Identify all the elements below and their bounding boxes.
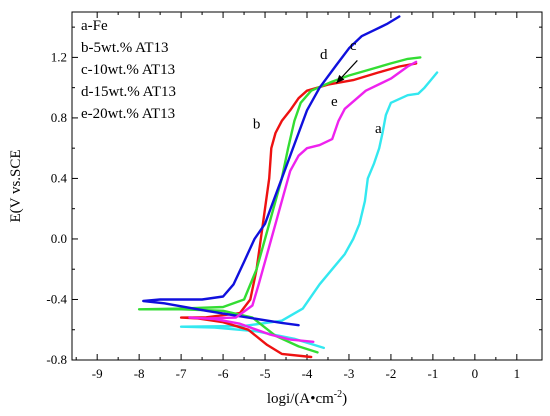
curve-label-e: e bbox=[331, 94, 338, 110]
x-tick-label: -2 bbox=[386, 366, 397, 381]
y-tick-label: 0.4 bbox=[51, 170, 68, 185]
curve-label-c: c bbox=[350, 38, 357, 54]
y-tick-labels: -0.8 -0.4 0.0 0.4 0.8 1.2 bbox=[46, 49, 67, 367]
x-axis-title-main: logi/(A•cm bbox=[267, 391, 334, 407]
curve-label-d: d bbox=[320, 47, 328, 63]
x-tick-label: 1 bbox=[514, 366, 521, 381]
legend-item-c: c-10wt.% AT13 bbox=[81, 62, 175, 78]
curve-labels: a b c d e bbox=[253, 38, 382, 137]
series-line-a bbox=[179, 71, 439, 350]
y-tick-label: -0.4 bbox=[46, 291, 67, 306]
legend-item-d: d-15wt.% AT13 bbox=[81, 84, 176, 100]
x-tick-label: -1 bbox=[427, 366, 438, 381]
arrow-head bbox=[336, 74, 345, 84]
data-series bbox=[137, 15, 439, 359]
legend-item-e: e-20wt.% AT13 bbox=[81, 106, 175, 122]
x-tick-labels: -9 -8 -7 -6 -5 -4 -3 -2 -1 0 1 bbox=[92, 366, 520, 381]
y-axis-title: E(V vs.SCE bbox=[8, 149, 24, 222]
x-axis-title-close: ) bbox=[342, 391, 347, 407]
y-tick-label: 0.0 bbox=[51, 231, 67, 246]
y-tick-label: 1.2 bbox=[51, 49, 67, 64]
legend-item-a: a-Fe bbox=[81, 18, 108, 34]
x-axis-title: logi/(A•cm-2) bbox=[267, 389, 347, 407]
y-tick-label: -0.8 bbox=[46, 352, 67, 367]
x-tick-label: -7 bbox=[176, 366, 187, 381]
x-tick-label: -9 bbox=[92, 366, 103, 381]
x-tick-label: -6 bbox=[218, 366, 229, 381]
legend-item-b: b-5wt.% AT13 bbox=[81, 40, 169, 56]
y-tick-label: 0.8 bbox=[51, 110, 67, 125]
curve-label-b: b bbox=[253, 117, 261, 133]
legend: a-Fe b-5wt.% AT13 c-10wt.% AT13 d-15wt.%… bbox=[81, 18, 176, 122]
x-tick-label: -8 bbox=[134, 366, 145, 381]
x-axis-title-sup: -2 bbox=[334, 389, 342, 400]
series-line-e bbox=[188, 60, 418, 343]
series-line-c bbox=[137, 56, 422, 354]
x-tick-label: -3 bbox=[344, 366, 355, 381]
x-tick-label: -4 bbox=[302, 366, 313, 381]
x-tick-label: 0 bbox=[472, 366, 479, 381]
x-tick-label: -5 bbox=[260, 366, 271, 381]
series-line-d bbox=[142, 15, 401, 327]
axis-ticks bbox=[72, 12, 542, 361]
annotation-arrow bbox=[335, 60, 358, 84]
curve-label-a: a bbox=[375, 121, 382, 137]
